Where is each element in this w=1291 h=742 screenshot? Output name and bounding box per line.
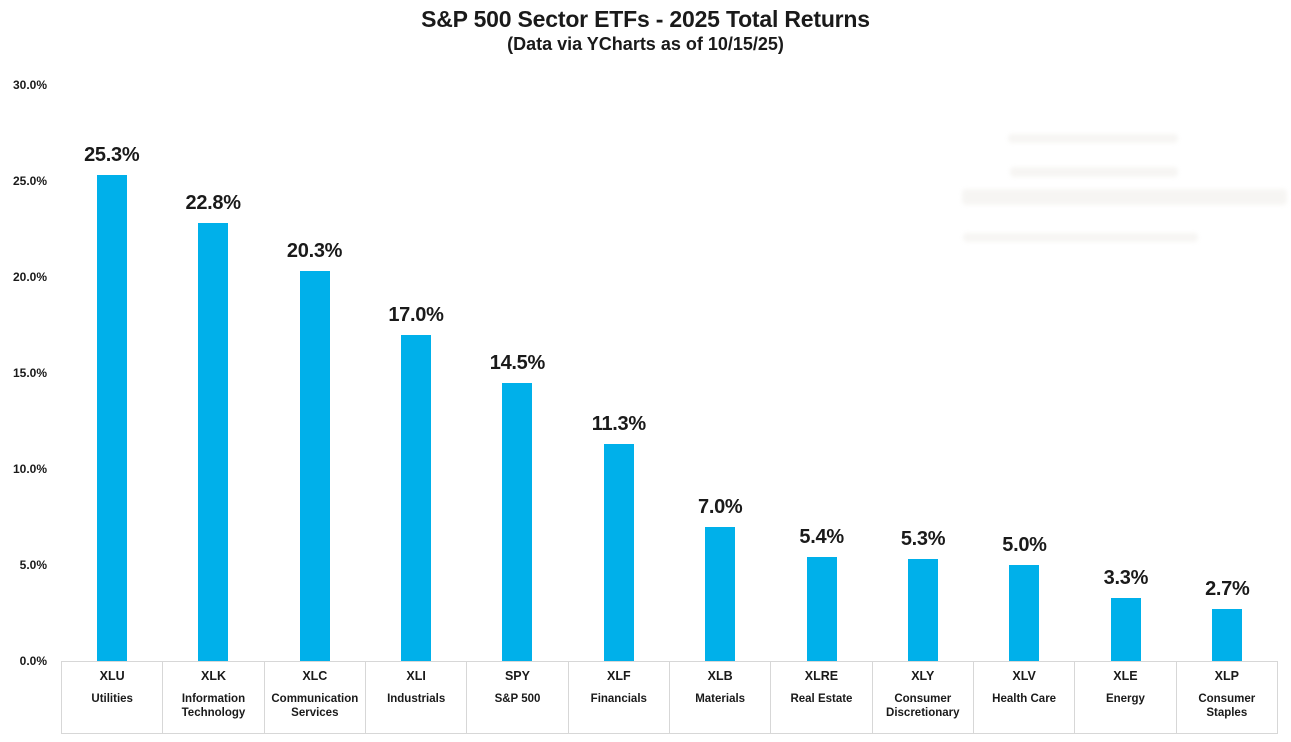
bar-value-label: 7.0% xyxy=(698,495,743,518)
y-tick-label: 10.0% xyxy=(12,462,47,476)
category-cell-xlv: XLV Health Care xyxy=(974,662,1076,733)
y-tick-label: 5.0% xyxy=(19,558,47,572)
category-ticker: XLC xyxy=(302,669,328,683)
bar-spy xyxy=(502,382,533,661)
chart-title: S&P 500 Sector ETFs - 2025 Total Returns xyxy=(421,6,870,32)
category-sector: Information Technology xyxy=(181,693,246,719)
bar-value-label: 20.3% xyxy=(286,240,343,263)
bar-value-label: 17.0% xyxy=(388,303,444,326)
category-cell-xlu: XLU Utilities xyxy=(62,662,164,733)
bar-xlc xyxy=(299,271,330,661)
category-sector: Health Care xyxy=(992,693,1057,705)
category-ticker: XLU xyxy=(99,669,125,683)
category-cell-xlp: XLP Consumer Staples xyxy=(1177,662,1277,733)
bar-value-label: 25.3% xyxy=(84,144,140,167)
bar-xlf xyxy=(603,444,634,661)
category-cell-xlb: XLB Materials xyxy=(670,662,772,733)
category-cell-xlre: XLRE Real Estate xyxy=(771,662,873,733)
bar-value-label: 11.3% xyxy=(591,413,646,436)
bar-xle xyxy=(1110,597,1141,661)
y-tick-label: 25.0% xyxy=(12,174,47,188)
category-cell-xly: XLY Consumer Discretionary xyxy=(873,662,974,733)
category-sector: Energy xyxy=(1105,693,1145,705)
category-cell-xlf: XLF Financials xyxy=(569,662,670,733)
category-sector: S&P 500 xyxy=(494,693,541,705)
category-ticker: XLB xyxy=(707,669,733,683)
category-cell-xli: XLI Industrials xyxy=(366,662,468,733)
chart-subtitle: (Data via YCharts as of 10/15/25) xyxy=(507,34,784,54)
bar-xlre xyxy=(806,557,837,661)
category-ticker: SPY xyxy=(504,669,530,683)
category-sector: Financials xyxy=(590,693,647,705)
category-ticker: XLE xyxy=(1113,669,1138,683)
bar-value-label: 3.3% xyxy=(1103,566,1149,589)
category-cell-xlk: XLK Information Technology xyxy=(163,662,265,733)
bar-xly xyxy=(908,559,939,661)
bar-xlp xyxy=(1212,609,1243,661)
y-tick-label: 0.0% xyxy=(19,654,47,668)
bar-value-label: 2.7% xyxy=(1205,578,1250,601)
bar-value-label: 5.4% xyxy=(799,526,844,549)
bar-xlb xyxy=(705,526,736,661)
category-ticker: XLV xyxy=(1012,669,1036,683)
bar-value-label: 14.5% xyxy=(489,351,546,374)
bar-xlu xyxy=(96,175,127,661)
category-sector: Consumer Discretionary xyxy=(886,693,960,719)
category-sector: Materials xyxy=(695,693,746,705)
y-tick-label: 20.0% xyxy=(12,270,47,284)
category-ticker: XLY xyxy=(911,669,935,683)
category-sector: Utilities xyxy=(91,693,133,705)
bar-value-label: 5.0% xyxy=(1002,534,1047,556)
bar-xlk xyxy=(198,223,229,661)
category-ticker: XLK xyxy=(200,669,226,683)
bar-xli xyxy=(400,334,431,661)
category-sector: Communication Services xyxy=(271,693,359,719)
category-sector: Industrials xyxy=(387,693,446,705)
bar-value-label: 22.8% xyxy=(185,192,242,215)
category-sector: Real Estate xyxy=(790,693,853,705)
category-sector: Consumer Staples xyxy=(1198,693,1256,719)
y-tick-label: 30.0% xyxy=(12,78,47,92)
category-cell-xlc: XLC Communication Services xyxy=(265,662,366,733)
category-ticker: XLRE xyxy=(804,669,839,683)
y-tick-label: 15.0% xyxy=(12,366,47,380)
category-ticker: XLP xyxy=(1214,669,1239,683)
category-cell-xle: XLE Energy xyxy=(1075,662,1177,733)
bar-value-label: 5.3% xyxy=(900,528,946,551)
category-ticker: XLF xyxy=(607,669,631,683)
category-ticker: XLI xyxy=(406,669,426,683)
bar-xlv xyxy=(1009,565,1040,661)
x-axis-category-boxes: XLU Utilities XLK Information Technology XLC… xyxy=(61,661,1278,734)
category-cell-spy: SPY S&P 500 xyxy=(467,662,569,733)
